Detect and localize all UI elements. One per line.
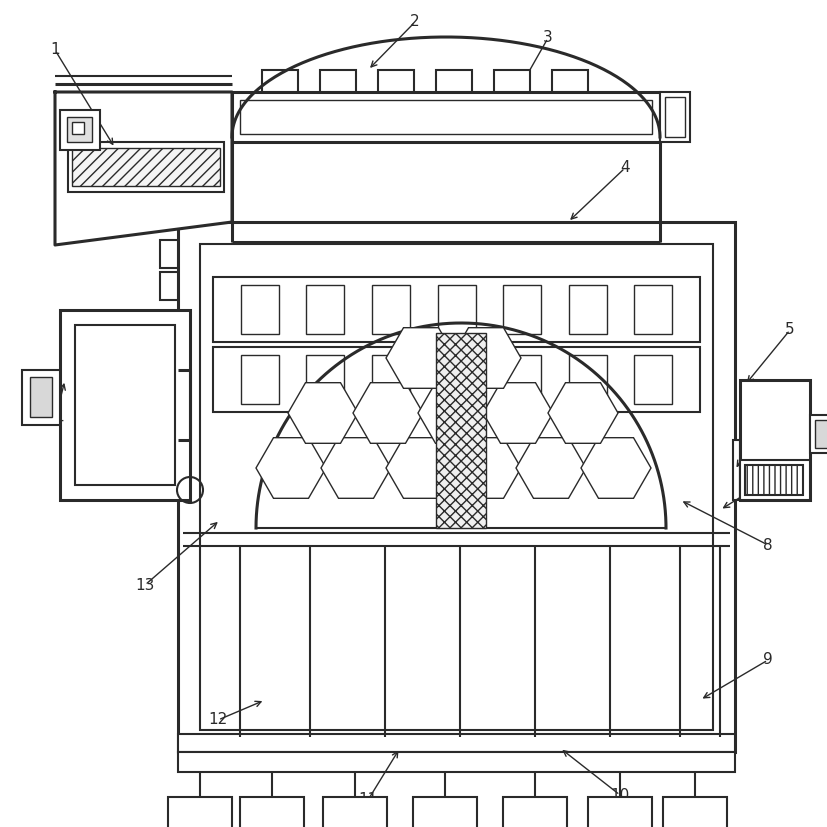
Bar bbox=[160, 240, 178, 268]
Bar bbox=[503, 355, 541, 404]
Bar bbox=[494, 70, 530, 92]
Bar bbox=[241, 285, 279, 334]
Bar bbox=[68, 142, 224, 192]
Text: 3: 3 bbox=[543, 31, 553, 45]
Bar bbox=[232, 92, 660, 142]
Bar bbox=[72, 122, 84, 134]
Bar bbox=[72, 148, 220, 186]
Bar bbox=[241, 355, 279, 404]
Text: 2: 2 bbox=[410, 15, 420, 30]
Bar bbox=[306, 355, 344, 404]
Bar bbox=[552, 70, 588, 92]
Bar bbox=[378, 70, 414, 92]
Text: 11: 11 bbox=[358, 792, 378, 807]
Bar bbox=[436, 70, 472, 92]
Bar bbox=[810, 415, 827, 453]
Bar bbox=[665, 97, 685, 137]
Bar bbox=[213, 277, 700, 342]
Text: 13: 13 bbox=[136, 577, 155, 592]
Bar bbox=[569, 355, 607, 404]
Bar bbox=[178, 734, 735, 752]
Bar bbox=[60, 110, 100, 150]
Bar bbox=[745, 465, 803, 495]
Bar bbox=[740, 380, 810, 500]
Text: 6: 6 bbox=[763, 408, 773, 423]
Text: 5: 5 bbox=[785, 323, 795, 337]
Bar bbox=[503, 797, 567, 827]
Bar bbox=[663, 797, 727, 827]
Bar bbox=[60, 310, 190, 500]
Bar bbox=[240, 797, 304, 827]
Bar bbox=[160, 272, 178, 300]
Bar bbox=[413, 797, 477, 827]
Bar bbox=[372, 285, 410, 334]
Bar bbox=[740, 460, 810, 500]
Text: 7: 7 bbox=[763, 472, 772, 487]
Bar bbox=[200, 244, 713, 730]
Bar bbox=[588, 797, 652, 827]
Text: 8: 8 bbox=[763, 538, 772, 552]
Text: 1: 1 bbox=[50, 42, 60, 58]
Bar bbox=[75, 325, 175, 485]
Bar bbox=[660, 92, 690, 142]
Bar bbox=[262, 70, 298, 92]
Bar bbox=[22, 370, 60, 425]
Text: 12: 12 bbox=[208, 713, 227, 728]
Text: 9: 9 bbox=[763, 653, 773, 667]
Bar bbox=[437, 355, 476, 404]
Bar bbox=[634, 285, 672, 334]
Bar bbox=[503, 285, 541, 334]
Bar bbox=[733, 440, 740, 500]
Bar bbox=[178, 752, 735, 772]
Bar bbox=[178, 222, 735, 752]
Text: 14: 14 bbox=[45, 413, 65, 428]
Bar bbox=[569, 285, 607, 334]
Bar bbox=[67, 117, 92, 142]
Bar bbox=[323, 797, 387, 827]
Bar bbox=[815, 420, 827, 448]
Text: 10: 10 bbox=[610, 787, 629, 802]
Bar bbox=[213, 347, 700, 412]
Bar bbox=[634, 355, 672, 404]
Bar bbox=[320, 70, 356, 92]
Bar bbox=[306, 285, 344, 334]
Polygon shape bbox=[55, 92, 232, 245]
Bar bbox=[436, 333, 486, 528]
Bar bbox=[437, 285, 476, 334]
Bar bbox=[30, 377, 52, 417]
Bar bbox=[168, 797, 232, 827]
Bar bbox=[240, 100, 652, 134]
Text: 4: 4 bbox=[620, 160, 630, 175]
Bar bbox=[372, 355, 410, 404]
